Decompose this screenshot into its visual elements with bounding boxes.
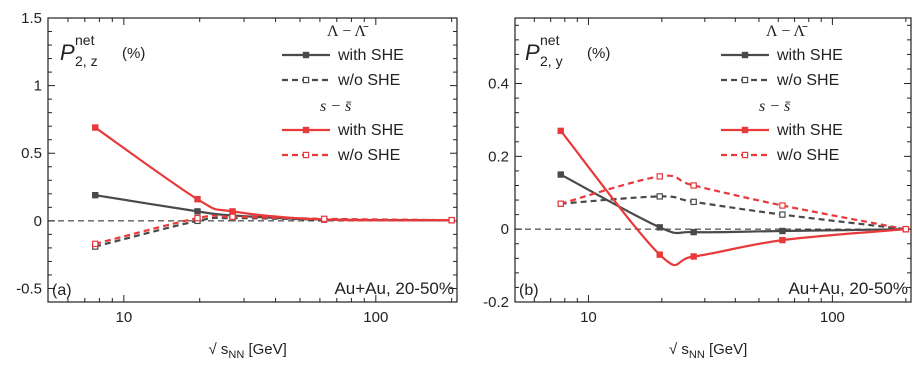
data-point-s_with [194,196,201,203]
y-tick-label: 1.5 [21,10,42,27]
panel-title-unit: (%) [122,45,145,62]
legend-marker-s_with [302,126,310,134]
legend-marker-lambda_with [741,51,749,59]
x-axis-label-subscript: NN [689,349,705,361]
data-point-s_with [557,127,564,135]
series-line-s_wo [94,214,452,245]
x-axis-label-unit: [GeV] [705,341,748,358]
data-point-s_wo [779,202,786,209]
data-point-s_with [92,124,99,131]
series-group [557,127,910,267]
panel-title-subscript: 2, z [75,53,98,69]
legend-label-s_with: with SHE [776,122,843,139]
data-point-s_with [229,208,236,215]
x-axis-label: √ sNN [GeV] [209,341,287,361]
panel-label: (a) [52,282,72,299]
x-tick-label: 100 [363,309,388,326]
data-point-lambda_with [779,227,786,235]
data-point-s_wo [92,240,99,248]
y-tick-label: 0 [34,213,42,230]
x-axis-label-main: √ s [669,341,689,358]
legend-label-lambda_with: with SHE [337,47,404,64]
legend-marker-lambda_wo [302,76,310,84]
series-line-lambda_wo [560,195,906,231]
x-axis-label: √ sNN [GeV] [669,341,747,361]
data-point-s_with [690,253,697,260]
panel-title-symbol: P [60,40,75,65]
x-tick-label: 100 [820,309,845,326]
legend-marker-lambda_wo [741,76,749,84]
legend-marker-s_wo [741,151,749,159]
data-point-lambda_with [92,191,99,199]
x-tick-label: 10 [580,309,597,326]
legend-header: s − s̄ [320,98,351,115]
data-point-lambda_with [557,171,564,178]
series-group [92,124,455,250]
y-tick-label: 1 [34,78,42,95]
legend: Λ − Λ̄ with SHE w/o SHE s − s̄ with SHE w/o S… [721,23,843,164]
data-point-s_wo [448,216,455,224]
legend-header: s − s̄ [759,98,790,115]
y-tick-label: -0.2 [483,294,509,311]
panel-title-unit: (%) [587,45,610,62]
y-tick-label: 0.5 [21,145,42,162]
series-line-lambda_wo [94,216,452,248]
y-tick-label: 0.2 [488,148,509,165]
data-point-s_with [779,236,786,244]
data-point-lambda_with [690,228,697,236]
panel-title-superscript: net [540,32,560,48]
data-point-lambda_with [656,224,663,231]
system-annotation: Au+Au, 20-50% [788,279,908,298]
data-point-lambda_wo [656,193,663,200]
y-tick-label: 0.4 [488,76,509,93]
legend-marker-s_with [741,126,749,134]
legend-label-lambda_with: with SHE [776,47,843,64]
legend-header: Λ − Λ̄ [327,23,369,40]
legend-label-s_wo: w/o SHE [776,147,839,164]
plot-frame [47,17,458,303]
data-point-s_wo [321,215,328,223]
legend-label-s_wo: w/o SHE [337,147,400,164]
legend-label-lambda_wo: w/o SHE [337,72,400,89]
legend-header: Λ − Λ̄ [766,23,808,40]
system-annotation: Au+Au, 20-50% [334,279,454,298]
panel-title-subscript: 2, y [540,53,563,69]
data-point-lambda_with [194,208,201,215]
data-point-lambda_wo [779,211,786,218]
legend-label-s_with: with SHE [337,122,404,139]
data-point-s_wo [902,225,910,233]
legend-marker-lambda_with [302,51,310,59]
legend: Λ − Λ̄ with SHE w/o SHE s − s̄ with SHE w/o S… [282,23,404,164]
data-point-s_wo [656,173,663,180]
panel-label: (b) [519,282,539,299]
y-tick-label: -0.5 [16,280,42,297]
panel-title-superscript: net [75,32,95,48]
panel-b: 10 100 -0.2 0 0.2 0.4 P net 2, y (%) Λ − Λ̄ with SH… [483,17,912,361]
x-axis-label-subscript: NN [228,349,244,361]
x-axis-label-unit: [GeV] [244,341,287,358]
series-line-lambda_with [560,173,906,235]
series-line-s_with [94,126,452,222]
data-point-s_with [656,251,663,258]
x-tick-label: 10 [116,309,133,326]
data-point-s_wo [557,200,564,207]
x-axis-label-main: √ s [209,341,229,358]
series-line-s_with [559,130,906,267]
data-point-s_wo [229,213,236,220]
legend-label-lambda_wo: w/o SHE [776,72,839,89]
data-point-lambda_wo [690,198,697,206]
legend-marker-s_wo [302,151,310,159]
y-tick-label: 0 [501,221,509,238]
data-point-s_wo [194,214,201,222]
panel-a: 10 100 -0.5 0 0.5 1 1.5 P net 2, z (%) Λ − Λ̄ with S… [16,10,458,361]
plot-frame [514,17,912,303]
panel-title-symbol: P [525,40,540,65]
series-line-s_wo [560,174,907,231]
data-point-s_wo [690,182,697,189]
